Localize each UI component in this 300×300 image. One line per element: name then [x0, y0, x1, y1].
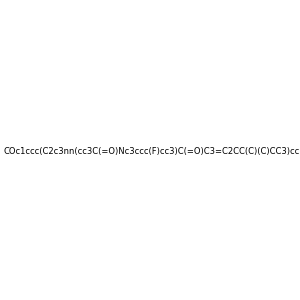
Text: COc1ccc(C2c3nn(cc3C(=O)Nc3ccc(F)cc3)C(=O)C3=C2CC(C)(C)CC3)cc1: COc1ccc(C2c3nn(cc3C(=O)Nc3ccc(F)cc3)C(=O…: [3, 147, 300, 156]
